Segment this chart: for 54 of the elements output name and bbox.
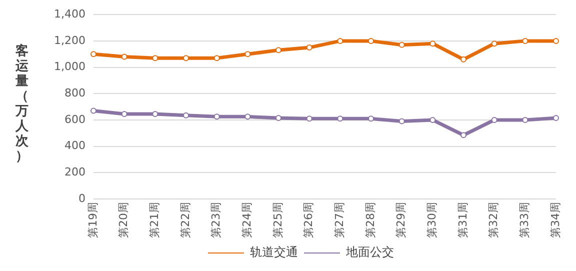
point [306, 116, 312, 122]
y-tick-label: 1,000 [54, 60, 86, 74]
x-tick-label: 第28周 [364, 202, 377, 238]
x-tick-label: 第25周 [271, 202, 284, 238]
y-axis-title: 客运量（万人次） [14, 44, 30, 164]
x-tick-label: 第22周 [178, 202, 192, 238]
x-tick-label: 第29周 [394, 202, 408, 238]
x-tick-label: 第23周 [210, 202, 223, 238]
point [553, 115, 559, 121]
point [460, 56, 466, 62]
y-tick-label: 1,200 [54, 34, 86, 47]
y-tick-label: 1,400 [54, 7, 86, 20]
x-tick-label: 第26周 [302, 202, 316, 238]
x-tick-label: 第33周 [518, 202, 532, 238]
point [121, 54, 128, 60]
point [90, 51, 96, 58]
legend-label: 地面公交 [345, 245, 394, 260]
x-tick-label: 第24周 [240, 202, 254, 238]
x-tick-label: 第30周 [426, 202, 439, 238]
point [182, 55, 189, 62]
legend-label: 轨道交通 [250, 245, 298, 260]
point [553, 38, 559, 44]
x-tick-label: 第27周 [333, 202, 346, 238]
point [522, 38, 528, 44]
x-tick-label: 第31周 [456, 202, 470, 238]
y-tick-label: 800 [64, 86, 86, 100]
point [337, 116, 344, 122]
point [214, 114, 220, 120]
point [491, 116, 498, 123]
x-tick-label: 第21周 [148, 202, 162, 238]
point [306, 44, 312, 51]
point [214, 55, 220, 62]
y-tick-label: 200 [64, 166, 86, 179]
x-tick-label: 第34周 [548, 202, 562, 238]
point [244, 51, 251, 58]
point [90, 108, 96, 114]
point [460, 132, 466, 138]
point [430, 116, 436, 123]
point [398, 118, 405, 124]
point [152, 55, 158, 62]
x-tick-label: 第20周 [117, 202, 130, 238]
point [522, 116, 528, 123]
point [430, 40, 436, 47]
y-tick-label: 0 [78, 192, 86, 205]
point [121, 111, 128, 118]
x-tick-label: 第19周 [86, 202, 100, 238]
point [152, 111, 158, 118]
y-tick-label: 600 [64, 112, 86, 126]
point [337, 38, 344, 44]
point [275, 47, 282, 54]
y-tick-label: 400 [64, 139, 86, 152]
x-tick-label: 第32周 [487, 202, 500, 238]
point [398, 42, 405, 48]
point [491, 40, 498, 47]
